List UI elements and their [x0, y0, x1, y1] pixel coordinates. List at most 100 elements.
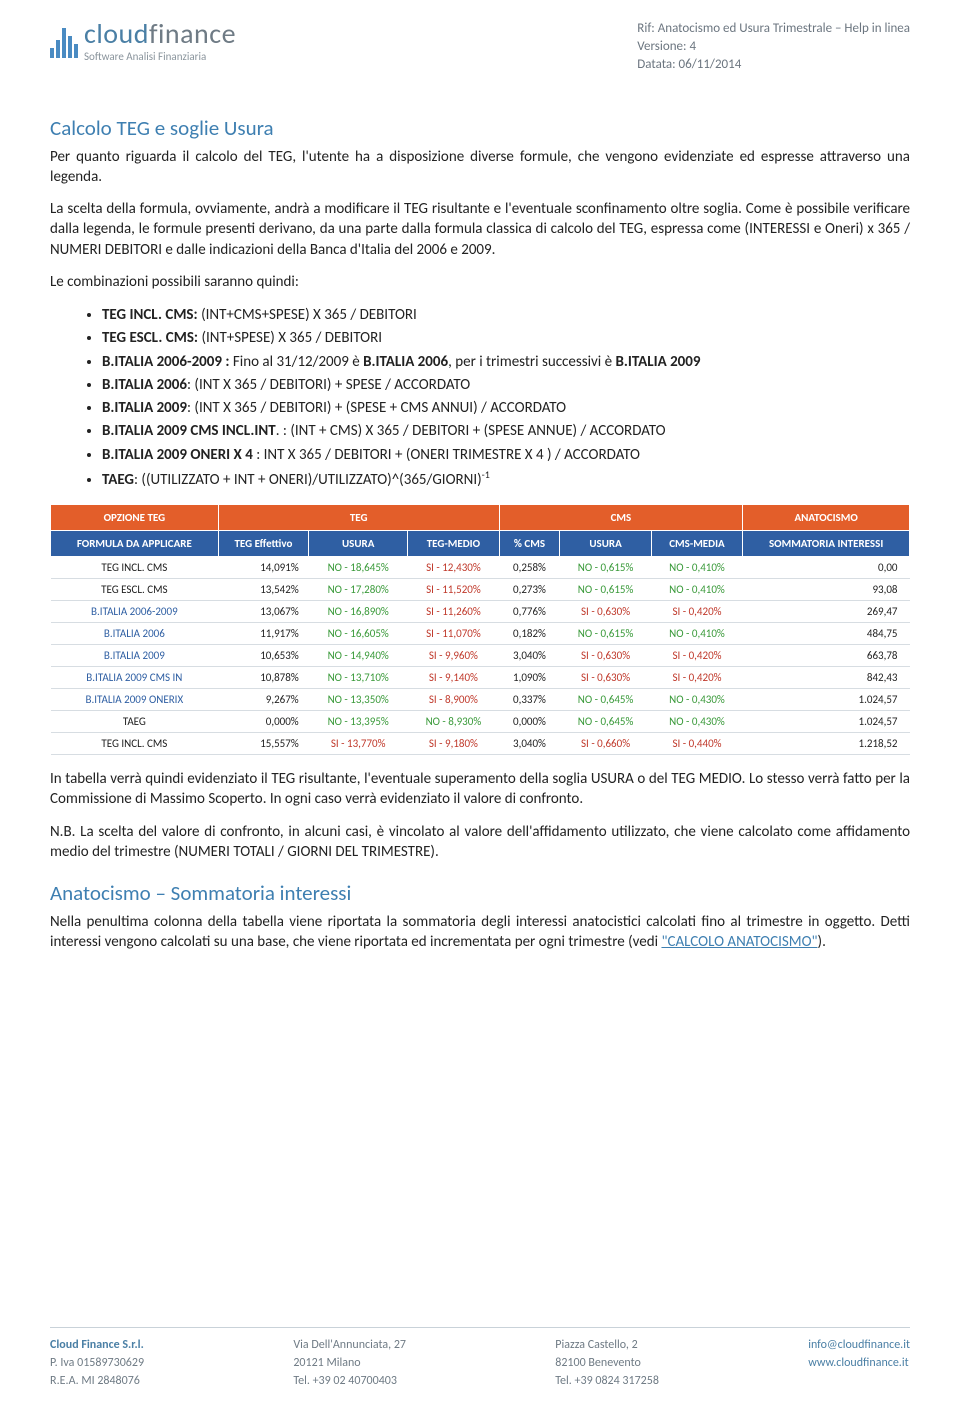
table-cell: 14,091%: [218, 557, 309, 579]
logo-text: cloudfinance: [84, 20, 236, 48]
table-cell: SI - 9,180%: [408, 733, 499, 755]
list-item: B.ITALIA 2006: (INT X 365 / DEBITORI) + …: [102, 374, 910, 397]
table-cell: 10,653%: [218, 645, 309, 667]
table-header-cell: USURA: [560, 531, 651, 557]
table-cell: B.ITALIA 2009 CMS IN: [51, 667, 219, 689]
table-cell: NO - 8,930%: [408, 711, 499, 733]
table-cell: NO - 0,410%: [651, 579, 742, 601]
table-cell: SI - 9,960%: [408, 645, 499, 667]
paragraph: Le combinazioni possibili saranno quindi…: [50, 272, 910, 292]
table-row: TEG INCL. CMS14,091%NO - 18,645%SI - 12,…: [51, 557, 910, 579]
table-cell: SI - 0,630%: [560, 601, 651, 623]
table-row: B.ITALIA 2006-200913,067%NO - 16,890%SI …: [51, 601, 910, 623]
table-header-cell: CMS-MEDIA: [651, 531, 742, 557]
table-cell: 3,040%: [499, 733, 560, 755]
logo-subtitle: Software Analisi Finanziaria: [84, 50, 236, 63]
table-row: B.ITALIA 2009 CMS IN10,878%NO - 13,710%S…: [51, 667, 910, 689]
table-cell: 10,878%: [218, 667, 309, 689]
paragraph: Per quanto riguarda il calcolo del TEG, …: [50, 147, 910, 188]
table-cell: 11,917%: [218, 623, 309, 645]
paragraph: N.B. La scelta del valore di confronto, …: [50, 822, 910, 863]
table-header-cell: FORMULA DA APPLICARE: [51, 531, 219, 557]
doc-meta: Rif: Anatocismo ed Usura Trimestrale – H…: [637, 20, 910, 75]
table-cell: 0,000%: [499, 711, 560, 733]
table-cell: B.ITALIA 2006: [51, 623, 219, 645]
footer-website-link[interactable]: www.cloudfinance.it: [808, 1356, 908, 1370]
table-cell: 0,337%: [499, 689, 560, 711]
table-cell: 1.024,57: [743, 689, 910, 711]
footer-address-benevento: Piazza Castello, 2 82100 Benevento Tel. …: [555, 1336, 659, 1390]
table-cell: 269,47: [743, 601, 910, 623]
calcolo-anatocismo-link[interactable]: "CALCOLO ANATOCISMO": [661, 933, 817, 951]
page-footer: Cloud Finance S.r.l. P. Iva 01589730629 …: [50, 1327, 910, 1390]
paragraph: In tabella verrà quindi evidenziato il T…: [50, 769, 910, 810]
list-item: B.ITALIA 2009: (INT X 365 / DEBITORI) + …: [102, 397, 910, 420]
formula-list: TEG INCL. CMS: (INT+CMS+SPESE) X 365 / D…: [50, 304, 910, 492]
table-cell: SI - 0,420%: [651, 601, 742, 623]
table-cell: NO - 13,710%: [309, 667, 408, 689]
table-cell: 15,557%: [218, 733, 309, 755]
logo-bars-icon: [50, 22, 78, 58]
table-cell: SI - 8,900%: [408, 689, 499, 711]
table-cell: TEG INCL. CMS: [51, 733, 219, 755]
table-cell: 13,542%: [218, 579, 309, 601]
table-header-cell: SOMMATORIA INTERESSI: [743, 531, 910, 557]
section-title-teg: Calcolo TEG e soglie Usura: [50, 115, 910, 141]
footer-address-milano: Via Dell'Annunciata, 27 20121 Milano Tel…: [293, 1336, 406, 1390]
table-cell: 0,776%: [499, 601, 560, 623]
table-cell: 0,258%: [499, 557, 560, 579]
table-cell: NO - 0,410%: [651, 623, 742, 645]
page-header: cloudfinance Software Analisi Finanziari…: [50, 20, 910, 75]
table-header-cell: CMS: [499, 505, 743, 531]
table-cell: 9,267%: [218, 689, 309, 711]
table-cell: B.ITALIA 2009: [51, 645, 219, 667]
table-cell: NO - 18,645%: [309, 557, 408, 579]
table-header-cell: TEG Effettivo: [218, 531, 309, 557]
table-header-cell: TEG: [218, 505, 499, 531]
table-cell: 93,08: [743, 579, 910, 601]
table-cell: NO - 0,430%: [651, 689, 742, 711]
paragraph: Nella penultima colonna della tabella vi…: [50, 912, 910, 953]
table-cell: NO - 0,615%: [560, 557, 651, 579]
table-cell: NO - 0,430%: [651, 711, 742, 733]
table-row: TEG ESCL. CMS13,542%NO - 17,280%SI - 11,…: [51, 579, 910, 601]
table-cell: NO - 0,645%: [560, 711, 651, 733]
table-cell: 663,78: [743, 645, 910, 667]
table-cell: 13,067%: [218, 601, 309, 623]
paragraph: La scelta della formula, ovviamente, and…: [50, 199, 910, 260]
table-cell: SI - 9,140%: [408, 667, 499, 689]
meta-ref: Rif: Anatocismo ed Usura Trimestrale – H…: [637, 20, 910, 38]
logo: cloudfinance Software Analisi Finanziari…: [50, 20, 236, 63]
table-cell: SI - 13,770%: [309, 733, 408, 755]
table-cell: NO - 13,350%: [309, 689, 408, 711]
table-cell: SI - 0,630%: [560, 645, 651, 667]
table-cell: NO - 13,395%: [309, 711, 408, 733]
table-cell: NO - 0,615%: [560, 579, 651, 601]
table-cell: 1,090%: [499, 667, 560, 689]
list-item: B.ITALIA 2009 CMS INCL.INT. : (INT + CMS…: [102, 420, 910, 443]
table-cell: 1.218,52: [743, 733, 910, 755]
table-header-cols: FORMULA DA APPLICARETEG EffettivoUSURATE…: [51, 531, 910, 557]
table-header-cell: % CMS: [499, 531, 560, 557]
footer-email-link[interactable]: info@cloudfinance.it: [808, 1338, 910, 1352]
table-cell: SI - 0,420%: [651, 667, 742, 689]
list-item: B.ITALIA 2006-2009 : Fino al 31/12/2009 …: [102, 351, 910, 374]
table-cell: TEG INCL. CMS: [51, 557, 219, 579]
table-cell: 0,00: [743, 557, 910, 579]
section-title-anatocismo: Anatocismo – Sommatoria interessi: [50, 880, 910, 906]
table-cell: SI - 11,520%: [408, 579, 499, 601]
list-item: B.ITALIA 2009 ONERI X 4 : INT X 365 / DE…: [102, 444, 910, 467]
teg-table: OPZIONE TEGTEGCMSANATOCISMO FORMULA DA A…: [50, 504, 910, 755]
table-header-cell: ANATOCISMO: [743, 505, 910, 531]
table-cell: 842,43: [743, 667, 910, 689]
table-cell: NO - 14,940%: [309, 645, 408, 667]
table-header-group: OPZIONE TEGTEGCMSANATOCISMO: [51, 505, 910, 531]
table-header-cell: USURA: [309, 531, 408, 557]
table-cell: NO - 16,605%: [309, 623, 408, 645]
table-cell: 484,75: [743, 623, 910, 645]
table-cell: TEG ESCL. CMS: [51, 579, 219, 601]
table-row: B.ITALIA 200910,653%NO - 14,940%SI - 9,9…: [51, 645, 910, 667]
table-cell: NO - 0,615%: [560, 623, 651, 645]
table-cell: SI - 0,660%: [560, 733, 651, 755]
table-cell: 0,182%: [499, 623, 560, 645]
